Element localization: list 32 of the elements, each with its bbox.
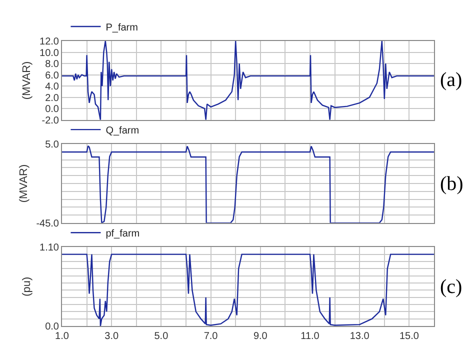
line-series <box>62 254 434 326</box>
y-axis-title: (MVAR) <box>18 164 30 203</box>
y-tick-label: 10.0 <box>40 48 60 59</box>
y-axis-title: (MVAR) <box>21 61 34 100</box>
y-tick-label: 5.0 <box>45 140 60 151</box>
line-series <box>62 145 434 223</box>
line-series <box>62 41 434 120</box>
legend-label: pf_farm <box>106 228 140 240</box>
y-tick-label: 2.0 <box>45 92 60 104</box>
x-tick-label: 1.0 <box>55 331 70 342</box>
y-tick-label: 4.0 <box>45 82 60 93</box>
x-tick-label: 3.0 <box>104 331 119 342</box>
y-axis-title: (pu) <box>21 276 34 296</box>
y-tick-label: 0.0 <box>45 322 60 332</box>
y-tick-label: 1.10 <box>40 242 60 254</box>
y-tick-label: 6.0 <box>45 70 60 82</box>
y-tick-label: 0.0 <box>45 104 60 116</box>
series-label: Q_farm <box>106 125 140 136</box>
x-tick-label: 7.0 <box>204 331 218 342</box>
text: (c) <box>440 276 462 298</box>
y-tick-label: -2.0 <box>42 115 60 126</box>
text: (b) <box>440 173 464 195</box>
y-tick-label: -45.0 <box>36 218 60 230</box>
x-tick-label: 13.0 <box>350 331 370 342</box>
x-tick-label: 5.0 <box>154 331 169 342</box>
text: (a) <box>440 69 462 91</box>
legend-label: P_farm <box>106 22 138 34</box>
x-tick-label: 9.0 <box>253 331 268 342</box>
y-tick-label: 8.0 <box>45 59 60 70</box>
x-tick-label: 15.0 <box>399 331 420 342</box>
x-tick-label: 11.0 <box>300 331 320 342</box>
y-tick-label: 12.0 <box>40 36 60 48</box>
